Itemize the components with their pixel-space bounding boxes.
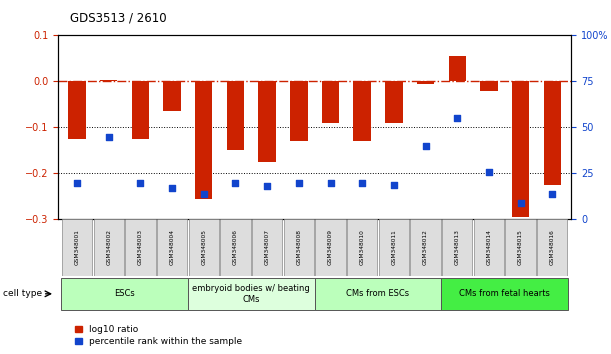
Text: GSM348001: GSM348001 (75, 229, 79, 264)
Text: GSM348014: GSM348014 (486, 229, 491, 264)
Text: CMs from fetal hearts: CMs from fetal hearts (459, 289, 550, 298)
Point (547, 191, 557, 196)
Text: GDS3513 / 2610: GDS3513 / 2610 (70, 12, 167, 25)
Text: GSM348006: GSM348006 (233, 229, 238, 264)
Point (167, 185, 177, 191)
FancyBboxPatch shape (252, 219, 282, 276)
Text: embryoid bodies w/ beating
CMs: embryoid bodies w/ beating CMs (192, 284, 310, 303)
FancyBboxPatch shape (220, 219, 251, 276)
Point (72, 180, 82, 185)
Bar (480, 81, 497, 91)
Text: GSM348012: GSM348012 (423, 229, 428, 264)
Point (262, 183, 272, 189)
Bar (417, 81, 434, 84)
Bar (258, 81, 276, 162)
FancyBboxPatch shape (125, 219, 156, 276)
Text: GSM348010: GSM348010 (360, 229, 365, 264)
Bar (132, 81, 149, 139)
FancyBboxPatch shape (188, 278, 315, 310)
Bar (512, 81, 529, 217)
FancyBboxPatch shape (474, 219, 504, 276)
Text: GSM348007: GSM348007 (265, 229, 269, 265)
Point (420, 143, 430, 149)
Bar (163, 81, 181, 111)
Point (294, 180, 304, 185)
Bar (448, 56, 466, 81)
FancyBboxPatch shape (505, 219, 536, 276)
Bar (68, 81, 86, 139)
Point (104, 134, 114, 139)
Text: GSM348002: GSM348002 (106, 229, 111, 265)
Bar (290, 81, 307, 141)
FancyBboxPatch shape (284, 219, 314, 276)
Point (452, 115, 462, 121)
Text: CMs from ESCs: CMs from ESCs (346, 289, 409, 298)
FancyBboxPatch shape (189, 219, 219, 276)
FancyBboxPatch shape (61, 278, 188, 310)
Bar (100, 80, 117, 81)
Text: GSM348013: GSM348013 (455, 229, 459, 264)
Point (230, 180, 240, 185)
Text: GSM348004: GSM348004 (170, 229, 175, 265)
Legend: log10 ratio, percentile rank within the sample: log10 ratio, percentile rank within the … (75, 325, 243, 346)
FancyBboxPatch shape (93, 219, 124, 276)
Bar (544, 81, 561, 185)
FancyBboxPatch shape (442, 219, 472, 276)
Text: GSM348008: GSM348008 (296, 229, 301, 265)
FancyBboxPatch shape (441, 278, 568, 310)
Point (199, 191, 209, 196)
Bar (195, 81, 213, 199)
Text: GSM348015: GSM348015 (518, 229, 523, 264)
Text: cell type: cell type (3, 289, 42, 298)
Point (516, 200, 525, 206)
Text: GSM348016: GSM348016 (550, 229, 555, 264)
Bar (227, 81, 244, 150)
Bar (322, 81, 339, 123)
FancyBboxPatch shape (379, 219, 409, 276)
FancyBboxPatch shape (157, 219, 188, 276)
Point (326, 180, 335, 185)
Point (357, 180, 367, 185)
FancyBboxPatch shape (315, 278, 441, 310)
Point (136, 180, 145, 185)
Bar (354, 81, 371, 141)
FancyBboxPatch shape (411, 219, 441, 276)
Point (484, 169, 494, 175)
Text: GSM348009: GSM348009 (328, 229, 333, 265)
FancyBboxPatch shape (315, 219, 346, 276)
Text: GSM348003: GSM348003 (138, 229, 143, 265)
Point (389, 182, 399, 187)
Bar (385, 81, 403, 123)
FancyBboxPatch shape (62, 219, 92, 276)
FancyBboxPatch shape (347, 219, 378, 276)
Text: ESCs: ESCs (114, 289, 135, 298)
FancyBboxPatch shape (537, 219, 568, 276)
Text: GSM348005: GSM348005 (201, 229, 207, 265)
Text: GSM348011: GSM348011 (392, 229, 397, 264)
